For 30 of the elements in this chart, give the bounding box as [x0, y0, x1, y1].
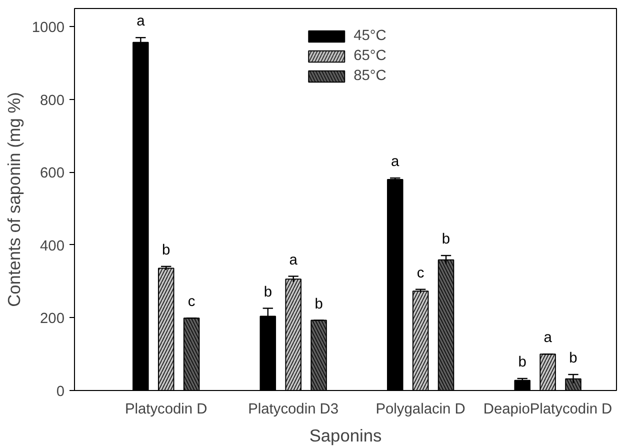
data-label: b [264, 284, 272, 300]
data-label: a [391, 154, 400, 170]
y-tick-label: 1000 [32, 20, 65, 36]
data-label: b [314, 296, 323, 312]
data-label: b [162, 242, 170, 258]
bar [132, 42, 149, 390]
legend-label: 85°C [354, 68, 386, 84]
x-tick-label: Platycodin D3 [248, 402, 339, 418]
y-tick-label: 600 [40, 166, 65, 182]
x-tick-label: Platycodin D [124, 402, 208, 418]
legend-label: 65°C [354, 48, 386, 64]
bar [514, 380, 530, 390]
data-label: b [442, 232, 450, 248]
x-axis-title: Saponins [309, 426, 382, 446]
y-tick-label: 200 [40, 311, 65, 328]
x-tick-label: DeapioPlatycodin D [483, 402, 612, 418]
y-axis-title: Contents of saponin (mg %) [4, 92, 24, 307]
bar [386, 178, 404, 390]
data-label: a [544, 330, 553, 346]
data-label: c [416, 265, 424, 282]
y-tick-label: 800 [40, 92, 65, 109]
x-tick-label: Polygalacin D [376, 402, 466, 418]
data-label: c [188, 294, 196, 310]
legend-label: 45°C [354, 28, 386, 44]
data-label: a [136, 14, 146, 30]
data-label: b [518, 354, 526, 370]
data-label: b [569, 350, 578, 366]
data-label: a [289, 252, 298, 268]
y-tick-label: 0 [56, 384, 65, 400]
y-tick-label: 400 [40, 238, 65, 254]
